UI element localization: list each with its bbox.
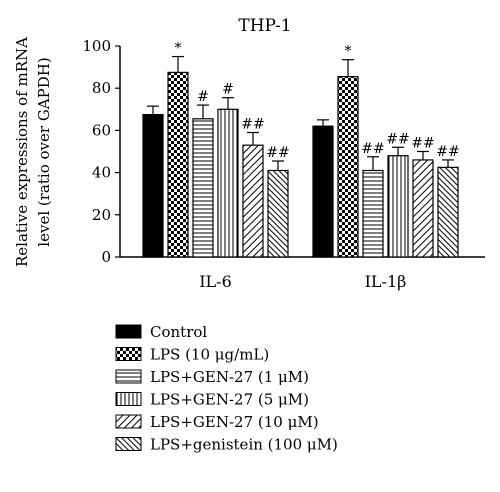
x-category-label: IL-1β <box>365 272 407 291</box>
bar <box>217 108 239 258</box>
legend-swatch <box>115 437 142 451</box>
chart-title: THP-1 <box>238 16 291 36</box>
y-axis-label-line2: level (ratio over GAPDH) <box>35 57 53 246</box>
y-tick-label: 20 <box>92 206 111 224</box>
bar <box>337 75 359 258</box>
bar <box>192 118 214 258</box>
x-category-labels: IL-6 IL-1β <box>199 272 406 291</box>
bar <box>242 144 264 258</box>
y-ticks: 0 20 40 60 80 100 <box>82 37 120 266</box>
legend-swatch <box>115 392 142 406</box>
y-tick-label: 40 <box>92 164 111 182</box>
bars: *# #####*#### #### <box>142 41 460 258</box>
bar <box>387 155 409 258</box>
significance-label: ## <box>266 145 289 161</box>
significance-label: ## <box>361 141 384 157</box>
y-tick-label: 100 <box>82 37 111 55</box>
bar <box>312 125 334 258</box>
legend-label: LPS+GEN-27 (10 μM) <box>150 413 319 431</box>
x-category-label: IL-6 <box>199 272 232 291</box>
y-tick-label: 80 <box>92 79 111 97</box>
significance-label: ## <box>436 144 459 160</box>
legend-swatch <box>115 347 142 361</box>
legend-label: LPS+GEN-27 (1 μM) <box>150 368 309 386</box>
legend-label: Control <box>150 323 207 341</box>
significance-label: # <box>197 89 209 105</box>
y-tick-label: 0 <box>101 248 111 266</box>
legend-swatch <box>115 324 142 339</box>
bar <box>142 113 164 258</box>
y-axis-label: Relative expressions of mRNA level (rati… <box>13 37 53 267</box>
significance-label: ## <box>411 136 434 152</box>
legend-label: LPS+GEN-27 (5 μM) <box>150 391 309 409</box>
legend-label: LPS+genistein (100 μM) <box>150 436 338 454</box>
significance-label: * <box>175 41 182 57</box>
legend: Control LPS (10 μg/mL) LPS+GEN-27 (1 μM) LP… <box>115 323 338 454</box>
significance-label: ## <box>386 131 409 147</box>
bar <box>362 169 384 258</box>
significance-label: ## <box>241 117 264 133</box>
legend-swatch <box>115 369 142 384</box>
bar <box>437 166 459 258</box>
bar <box>412 159 434 258</box>
legend-swatch <box>115 414 142 429</box>
bar <box>167 71 189 258</box>
significance-label: # <box>222 82 234 98</box>
y-axis-label-line1: Relative expressions of mRNA <box>13 37 31 267</box>
legend-label: LPS (10 μg/mL) <box>150 346 269 364</box>
y-tick-label: 60 <box>92 121 111 139</box>
bar <box>267 169 289 258</box>
significance-label: * <box>345 44 352 60</box>
